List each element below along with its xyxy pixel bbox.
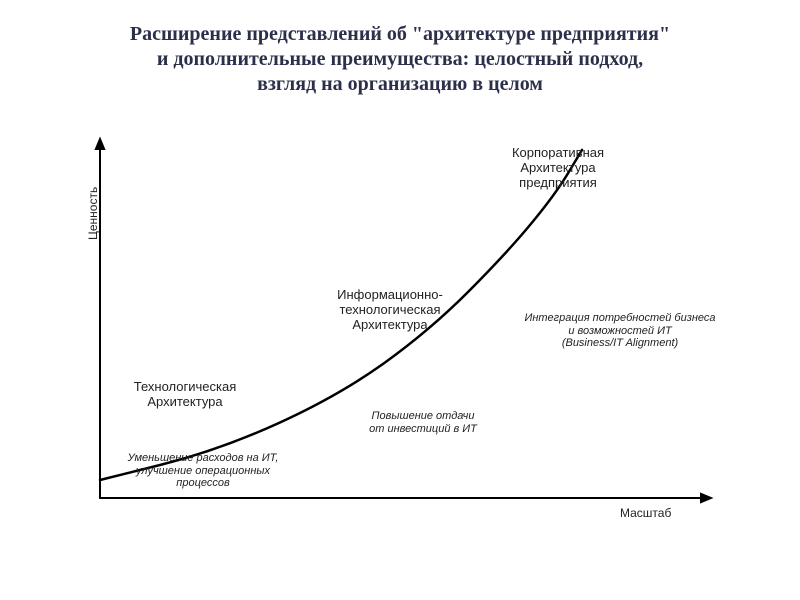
annotation-it-sub: Повышение отдачиот инвестиций в ИТ (338, 410, 508, 435)
y-axis-label: Ценность (86, 187, 100, 240)
annotation-corp-arch: КорпоративнаяАрхитектурапредприятия (478, 146, 638, 191)
annotation-corp-sub: Интеграция потребностей бизнесаи возможн… (510, 312, 730, 350)
annotation-tech-arch: ТехнологическаяАрхитектура (110, 380, 260, 410)
annotation-it-arch: Информационно-технологическаяАрхитектура (310, 288, 470, 333)
annotation-tech-sub: Уменьшение расходов на ИТ,улучшение опер… (108, 452, 298, 490)
x-axis-label: Масштаб (620, 506, 671, 520)
